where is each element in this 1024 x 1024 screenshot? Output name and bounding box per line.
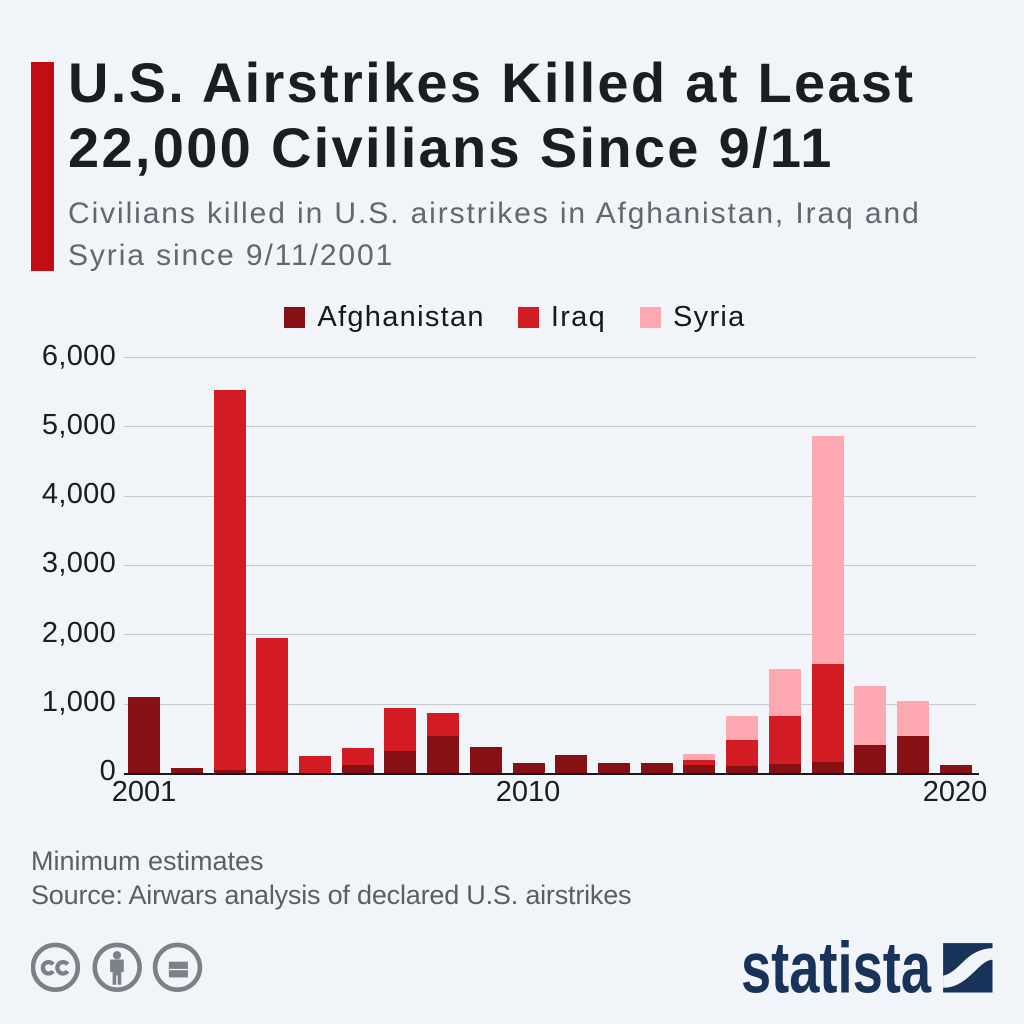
svg-text:statista: statista <box>741 935 932 997</box>
